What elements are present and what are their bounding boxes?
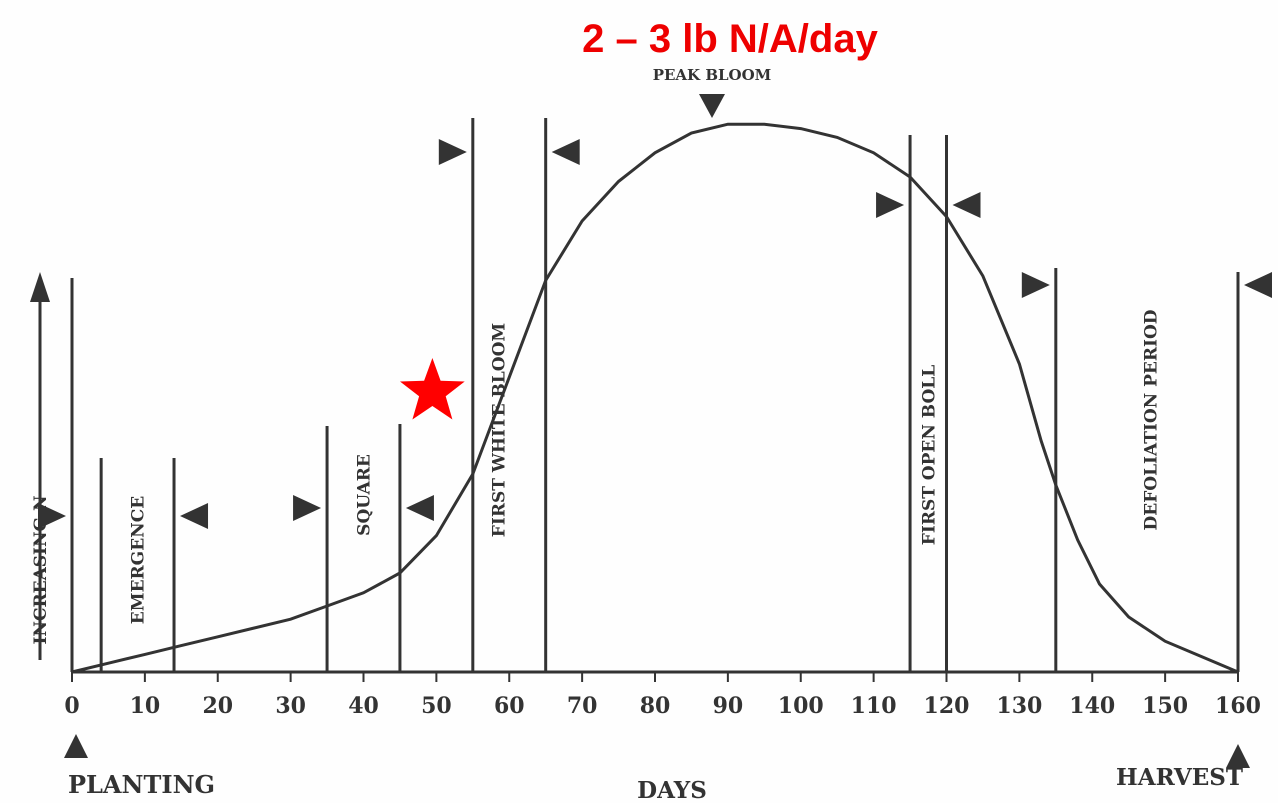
x-tick-label: 20 (202, 693, 233, 719)
arrow-left-icon (952, 192, 981, 218)
x-tick-label: 80 (640, 693, 671, 719)
stage-label: DEFOLIATION PERIOD (1142, 309, 1162, 530)
arrow-left-icon (1244, 272, 1272, 298)
x-tick-labels: 0 10 20 30 40 50 60 70 80 90 100 110 120 130 140 150 160 (64, 672, 1261, 719)
stage-marker-lines (70, 118, 1240, 672)
x-tick-label: 140 (1069, 693, 1115, 719)
y-axis-label: INCREASING N (31, 495, 51, 644)
stage-label: FIRST OPEN BOLL (919, 365, 939, 545)
arrow-right-icon (438, 139, 467, 165)
bracket-arrows (38, 139, 1272, 529)
x-tick-label: 100 (778, 693, 824, 719)
arrow-left-icon (180, 503, 209, 529)
stage-label: FIRST WHITE BLOOM (489, 323, 509, 538)
x-tick-label: 110 (851, 693, 897, 719)
stage-label: EMERGENCE (129, 496, 149, 624)
arrow-right-icon (1021, 272, 1050, 298)
x-tick-label: 50 (421, 693, 452, 719)
x-tick-label: 0 (64, 693, 79, 719)
x-tick-label: 130 (996, 693, 1042, 719)
y-axis-arrow-icon (30, 272, 50, 302)
x-tick-label: 90 (713, 693, 744, 719)
arrow-left-icon (405, 495, 434, 521)
x-tick-label: 160 (1215, 693, 1261, 719)
planting-label: PLANTING (68, 770, 215, 799)
peak-bloom-arrow-icon (699, 94, 725, 118)
peak-bloom-label: PEAK BLOOM (653, 66, 772, 84)
planting-arrow-icon (64, 734, 88, 758)
headline-rate: 2 – 3 lb N/A/day (582, 17, 878, 61)
x-tick-label: 30 (275, 693, 306, 719)
arrow-left-icon (551, 139, 580, 165)
x-tick-label: 120 (924, 693, 970, 719)
nitrogen-uptake-curve (71, 122, 1239, 674)
harvest-arrow-icon (1226, 744, 1250, 768)
arrow-right-icon (38, 503, 66, 529)
x-tick-label: 40 (348, 693, 379, 719)
harvest-label: HARVEST (1116, 764, 1243, 791)
x-axis-label: DAYS (637, 777, 707, 803)
x-tick-label: 60 (494, 693, 525, 719)
x-tick-label: 70 (567, 693, 598, 719)
x-tick-label: 150 (1142, 693, 1188, 719)
x-tick-label: 10 (130, 693, 161, 719)
arrow-right-icon (293, 495, 322, 521)
stage-labels: EMERGENCE SQUARE FIRST WHITE BLOOM FIRST OP… (129, 309, 1162, 624)
red-star-icon (400, 358, 465, 420)
arrow-right-icon (876, 192, 905, 218)
stage-label: SQUARE (355, 454, 375, 536)
